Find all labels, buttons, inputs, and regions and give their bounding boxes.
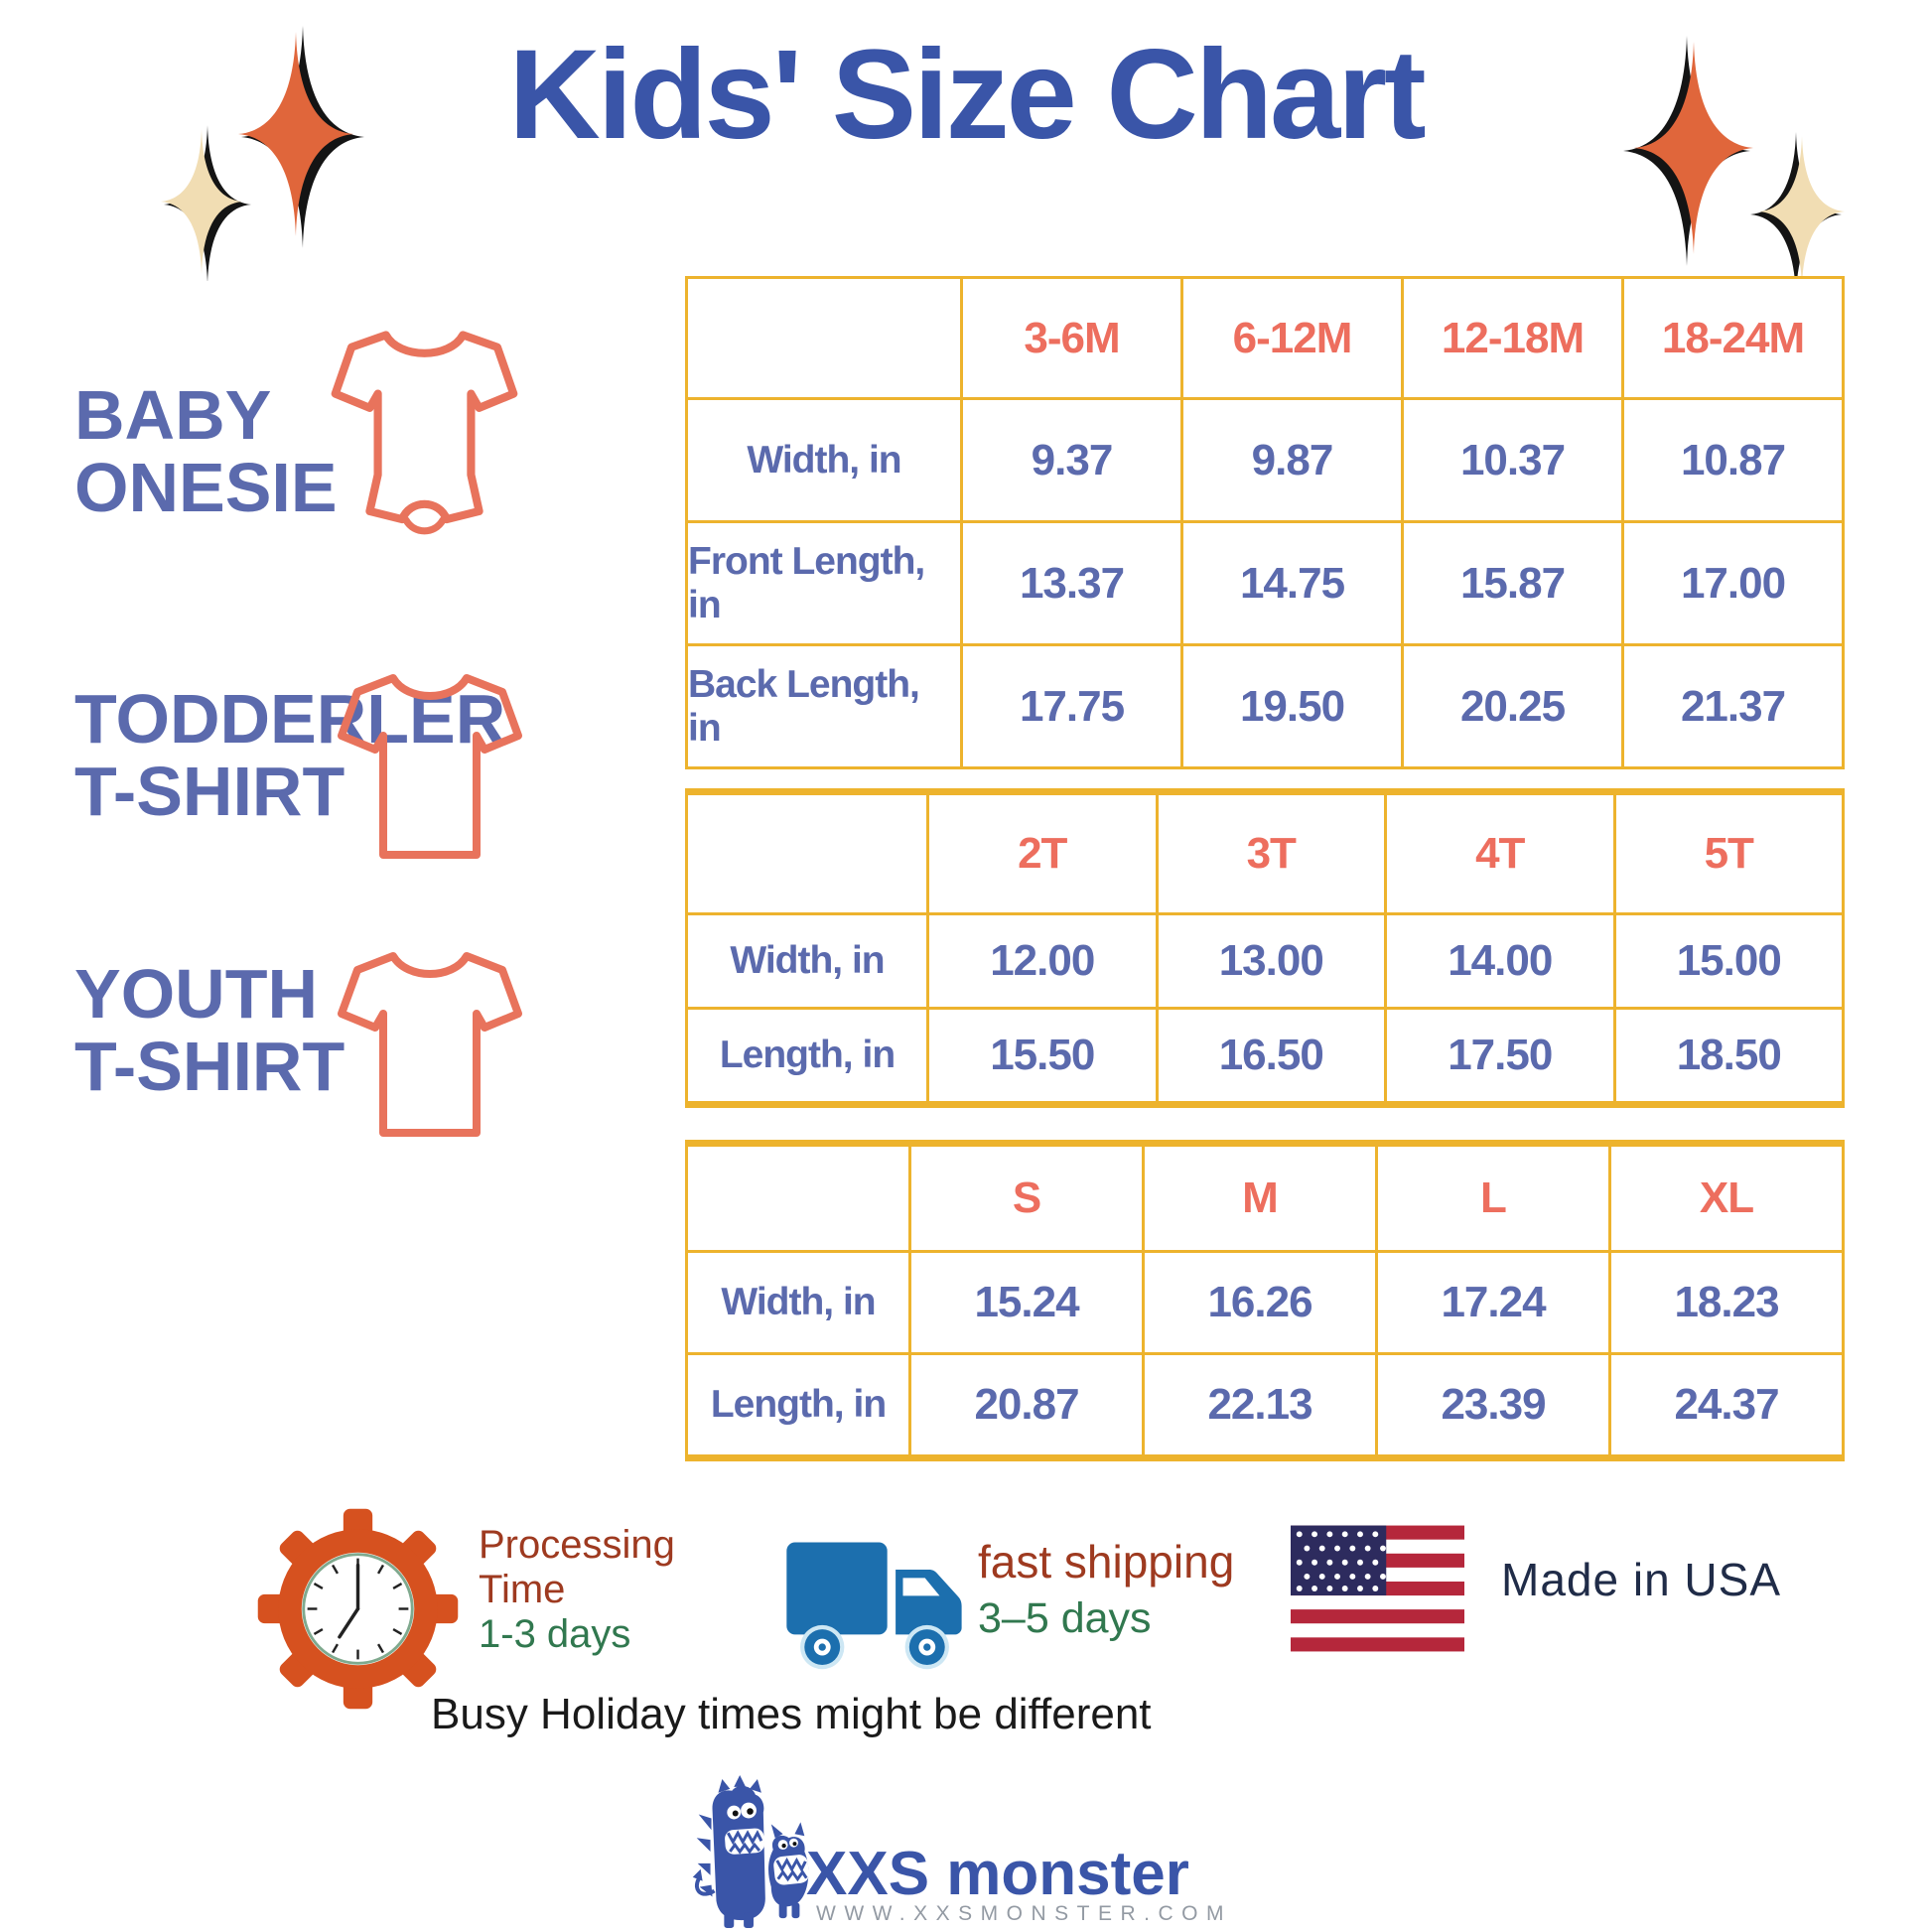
size-value: 15.24 <box>911 1253 1142 1352</box>
youth-t-shirt-size-table: S M L XL Width, in 15.24 16.26 17.24 18.… <box>685 1140 1845 1461</box>
processing-time-gear-clock-icon <box>257 1508 459 1710</box>
size-value: 9.37 <box>963 400 1180 520</box>
row-label: Length, in <box>688 1010 926 1101</box>
baby-onesie-size-table: 3-6M 6-12M 12-18M 18-24M Width, in 9.37 … <box>685 276 1845 769</box>
toddler-t-shirt-icon <box>338 674 522 859</box>
brand-name: XXS monster <box>806 1840 1189 1908</box>
shipping-days: 3–5 days <box>978 1594 1152 1643</box>
section-label-line: BABY <box>74 376 272 454</box>
size-value: 15.00 <box>1615 915 1842 1007</box>
section-label-youth-tshirt: YOUTH T-SHIRT <box>74 958 345 1103</box>
processing-line: Time <box>479 1567 566 1611</box>
row-label: Length, in <box>688 1355 908 1454</box>
holiday-notice-text: Busy Holiday times might be different <box>431 1690 1152 1738</box>
row-label: Front Length, in <box>688 523 960 643</box>
row-label: Width, in <box>688 1253 908 1352</box>
size-value: 20.87 <box>911 1355 1142 1454</box>
page-title: Kids' Size Chart <box>508 24 1426 166</box>
fast-shipping-text: fast shipping 3–5 days <box>978 1535 1234 1645</box>
corner-cell <box>688 279 960 397</box>
section-label-line: T-SHIRT <box>74 1027 345 1105</box>
size-value: 17.00 <box>1624 523 1842 643</box>
size-value: 16.26 <box>1145 1253 1375 1352</box>
truck-wheel <box>800 1624 845 1670</box>
website-url: WWW.XXSMONSTER.COM <box>816 1902 1232 1925</box>
corner-cell <box>688 1147 908 1250</box>
size-value: 17.24 <box>1378 1253 1608 1352</box>
xxs-monster-logo-icon <box>692 1775 809 1929</box>
size-value: 14.00 <box>1387 915 1613 1007</box>
size-value: 14.75 <box>1183 523 1401 643</box>
size-value: 19.50 <box>1183 646 1401 766</box>
made-in-usa-text: Made in USA <box>1501 1554 1782 1605</box>
size-value: 17.75 <box>963 646 1180 766</box>
size-value: 18.23 <box>1611 1253 1842 1352</box>
shipping-truck-icon <box>786 1542 962 1670</box>
size-col-header: 3T <box>1158 795 1384 912</box>
section-label-line: ONESIE <box>74 448 338 526</box>
size-col-header: 3-6M <box>963 279 1180 397</box>
size-value: 15.87 <box>1404 523 1621 643</box>
size-value: 17.50 <box>1387 1010 1613 1101</box>
baby-onesie-icon <box>331 331 518 535</box>
size-value: 12.00 <box>929 915 1156 1007</box>
row-label: Width, in <box>688 915 926 1007</box>
section-label-baby-onesie: BABY ONESIE <box>74 379 338 524</box>
size-value: 22.13 <box>1145 1355 1375 1454</box>
size-value: 10.37 <box>1404 400 1621 520</box>
size-col-header: M <box>1145 1147 1375 1250</box>
size-col-header: 2T <box>929 795 1156 912</box>
size-col-header: 4T <box>1387 795 1613 912</box>
size-col-header: 12-18M <box>1404 279 1621 397</box>
size-value: 13.37 <box>963 523 1180 643</box>
size-value: 24.37 <box>1611 1355 1842 1454</box>
truck-wheel <box>904 1624 949 1670</box>
size-value: 15.50 <box>929 1010 1156 1101</box>
size-col-header: S <box>911 1147 1142 1250</box>
row-label: Width, in <box>688 400 960 520</box>
section-label-line: T-SHIRT <box>74 752 345 830</box>
processing-time-text: Processing Time 1-3 days <box>479 1523 675 1656</box>
usa-flag-icon <box>1291 1525 1464 1652</box>
toddler-t-shirt-size-table: 2T 3T 4T 5T Width, in 12.00 13.00 14.00 … <box>685 788 1845 1108</box>
section-label-line: YOUTH <box>74 955 318 1033</box>
processing-days: 1-3 days <box>479 1611 631 1656</box>
size-value: 18.50 <box>1615 1010 1842 1101</box>
corner-cell <box>688 795 926 912</box>
size-col-header: 5T <box>1615 795 1842 912</box>
size-value: 16.50 <box>1158 1010 1384 1101</box>
size-col-header: XL <box>1611 1147 1842 1250</box>
size-value: 10.87 <box>1624 400 1842 520</box>
youth-t-shirt-icon <box>338 952 522 1137</box>
processing-line: Processing <box>479 1523 675 1567</box>
size-col-header: 6-12M <box>1183 279 1401 397</box>
size-value: 20.25 <box>1404 646 1621 766</box>
size-col-header: L <box>1378 1147 1608 1250</box>
shipping-line: fast shipping <box>978 1536 1235 1587</box>
size-value: 23.39 <box>1378 1355 1608 1454</box>
size-value: 13.00 <box>1158 915 1384 1007</box>
row-label: Back Length, in <box>688 646 960 766</box>
size-value: 9.87 <box>1183 400 1401 520</box>
size-col-header: 18-24M <box>1624 279 1842 397</box>
size-value: 21.37 <box>1624 646 1842 766</box>
